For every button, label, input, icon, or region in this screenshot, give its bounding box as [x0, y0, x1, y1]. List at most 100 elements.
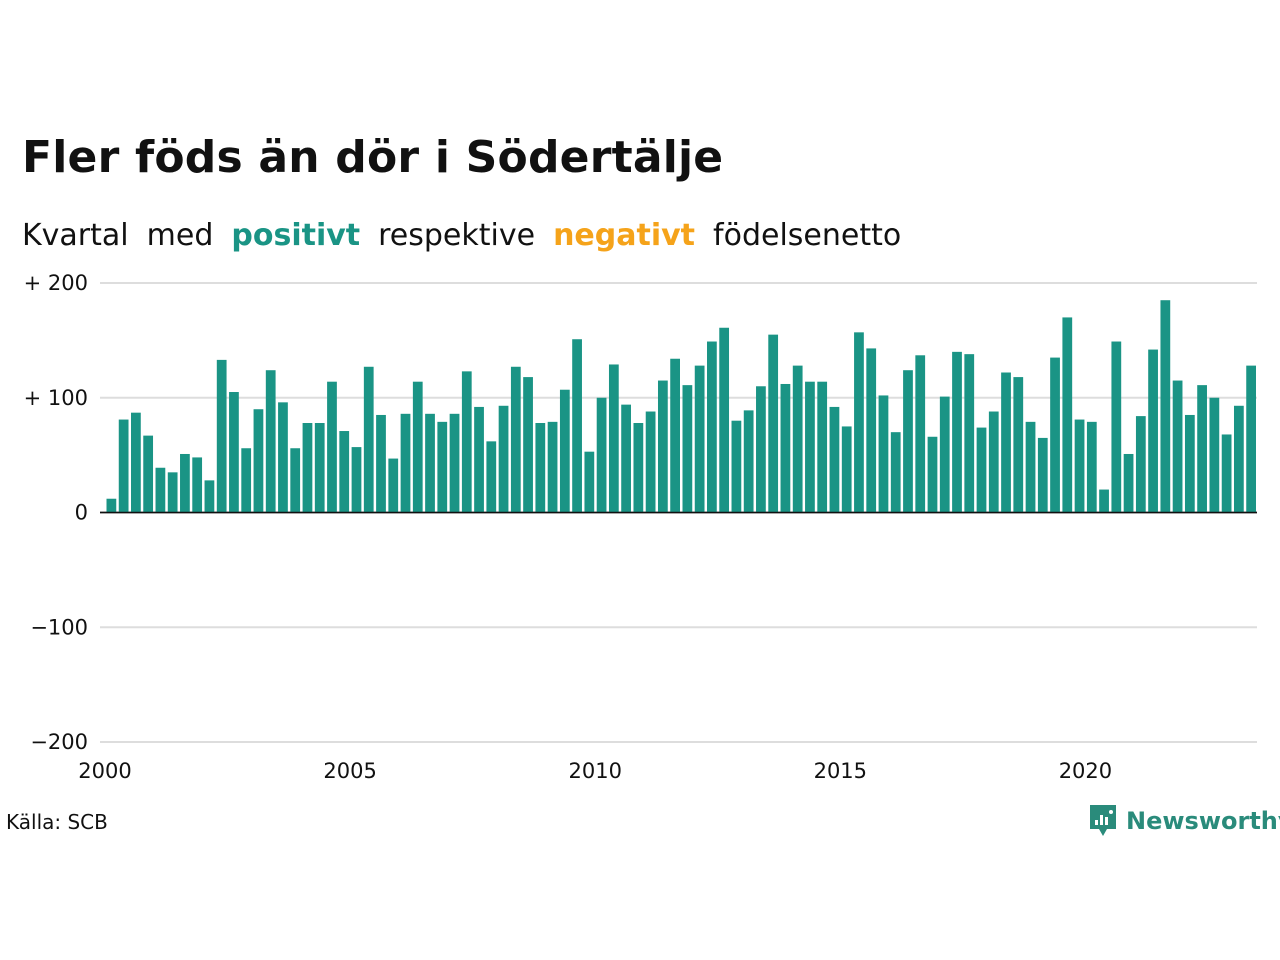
bar	[756, 386, 766, 513]
bar	[1148, 349, 1158, 513]
bar	[878, 395, 889, 513]
subtitle-positive: positivt	[231, 218, 361, 253]
newsworthy-logo: Newsworthy	[1088, 803, 1280, 839]
bar	[278, 402, 288, 513]
bar	[976, 427, 987, 513]
source-note: Källa: SCB	[6, 810, 108, 834]
bar	[694, 365, 705, 513]
y-tick-label: −200	[30, 730, 88, 754]
bar	[780, 383, 791, 513]
bar	[1184, 414, 1195, 513]
bar	[376, 414, 386, 513]
bar	[388, 458, 399, 513]
subtitle-word: med	[146, 218, 214, 253]
bar	[988, 411, 999, 513]
y-tick-label: + 100	[24, 386, 88, 410]
x-tick-label: 2005	[323, 759, 376, 782]
bar	[180, 453, 190, 513]
bar	[1099, 489, 1109, 513]
chart-subtitle: Kvartal med positivt respektive negativt föde…	[22, 218, 919, 253]
bar	[805, 381, 815, 513]
bar	[633, 423, 644, 513]
bar	[535, 423, 546, 513]
bar	[731, 420, 742, 513]
bar	[204, 480, 215, 513]
bar	[155, 467, 166, 513]
chart-title: Fler föds än dör i Södertälje	[22, 132, 724, 183]
bar	[890, 432, 901, 513]
bar	[229, 392, 239, 513]
bar	[1160, 300, 1171, 513]
bar	[253, 409, 264, 513]
bar	[608, 364, 619, 513]
bar	[1221, 434, 1232, 513]
bar	[106, 498, 117, 513]
bar	[841, 426, 852, 513]
x-tick-label: 2000	[78, 759, 131, 782]
bar	[903, 370, 913, 513]
bar	[131, 412, 141, 513]
bar	[1209, 397, 1220, 513]
bar	[437, 421, 448, 513]
subtitle-word: födelsenetto	[713, 218, 902, 253]
bar	[1086, 421, 1097, 513]
bar	[167, 472, 178, 513]
bar	[351, 447, 362, 513]
x-tick-label: 2010	[568, 759, 621, 782]
bar	[265, 370, 276, 513]
bar	[1172, 380, 1183, 513]
x-tick-label: 2020	[1059, 759, 1112, 782]
bar	[510, 366, 521, 513]
bar	[1197, 385, 1207, 513]
bar	[657, 380, 668, 513]
bar	[719, 327, 730, 513]
subtitle-negative: negativt	[553, 218, 696, 253]
bar	[302, 423, 313, 513]
bar	[486, 441, 497, 513]
bar	[768, 334, 779, 513]
bar	[547, 421, 558, 513]
bar	[1135, 416, 1146, 513]
bar	[1111, 341, 1122, 513]
bar	[854, 332, 864, 513]
bar	[314, 423, 325, 513]
bar	[670, 358, 680, 513]
bar	[327, 381, 337, 513]
bar	[118, 419, 129, 513]
bar	[792, 365, 803, 513]
bar	[363, 366, 374, 513]
bar	[829, 406, 840, 513]
bar	[621, 404, 631, 513]
bar	[915, 355, 926, 513]
bar	[1123, 453, 1134, 513]
y-axis-labels: + 200 + 100 0 −100 −200	[24, 271, 88, 754]
bar	[425, 413, 435, 513]
y-tick-label: 0	[75, 501, 88, 525]
bar	[939, 396, 950, 513]
bar	[866, 348, 877, 513]
bar	[400, 413, 411, 513]
bar	[927, 436, 938, 513]
y-tick-label: −100	[30, 615, 88, 639]
x-tick-label: 2015	[814, 759, 867, 782]
bar	[498, 405, 509, 513]
bar	[1025, 421, 1036, 513]
bar	[143, 435, 154, 513]
bars	[100, 300, 1257, 514]
bar	[216, 359, 227, 513]
bar	[682, 385, 693, 513]
bar	[584, 451, 595, 513]
bar	[449, 413, 460, 513]
x-axis-labels: 2000 2005 2010 2015 2020	[78, 759, 1112, 782]
bar	[1050, 357, 1060, 513]
subtitle-word: Kvartal	[22, 218, 129, 253]
bar	[1233, 405, 1244, 513]
bar	[461, 371, 472, 513]
bar	[1001, 372, 1011, 513]
bar	[1246, 365, 1256, 513]
bar	[523, 377, 533, 513]
bar	[707, 341, 717, 513]
newsworthy-logo-icon	[1090, 805, 1116, 836]
bar	[290, 448, 301, 513]
bar	[1062, 317, 1073, 513]
